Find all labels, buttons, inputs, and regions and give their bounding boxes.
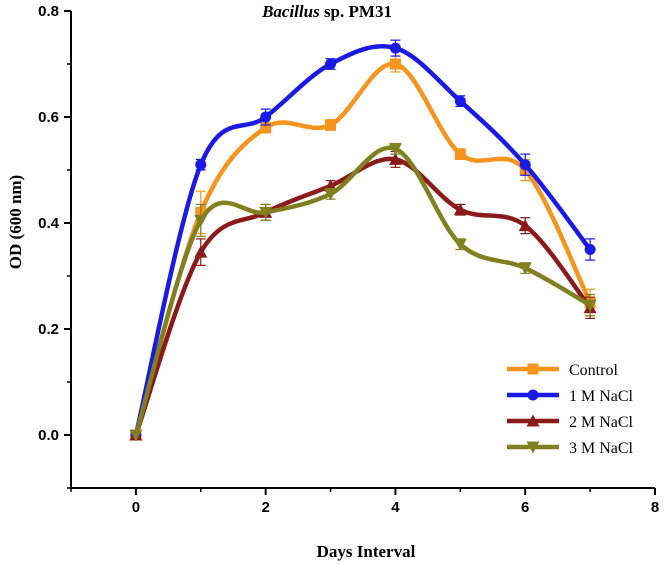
data-point <box>325 119 337 131</box>
data-point <box>584 244 596 255</box>
legend-marker <box>526 414 540 427</box>
x-tick-label: 6 <box>521 499 529 516</box>
data-point <box>583 299 597 312</box>
plot-area: 0 2 4 6 8 0.0 0.2 0.4 0.6 0.8 Control 1 M NaCl 2 M N… <box>38 3 659 516</box>
y-axis-label: OD (600 nm) <box>6 175 25 269</box>
x-tick-label: 0 <box>132 499 140 516</box>
y-tick-label: 0.8 <box>38 3 59 20</box>
data-point <box>518 219 532 232</box>
data-point <box>260 122 272 134</box>
data-point <box>388 152 402 165</box>
legend-label: 1 M NaCl <box>569 388 634 405</box>
y-tick-label: 0.0 <box>38 427 59 444</box>
legend-marker <box>527 363 539 375</box>
data-point <box>324 188 338 201</box>
y-tick-label: 0.4 <box>38 215 60 232</box>
data-point <box>129 429 143 442</box>
data-point <box>388 143 402 156</box>
legend-label: 3 M NaCl <box>569 440 634 457</box>
data-point <box>194 245 208 258</box>
data-point <box>325 58 337 70</box>
chart-title-rest: sp. PM31 <box>320 2 392 21</box>
chart-title-italic: Bacillus <box>261 2 320 21</box>
data-point <box>453 238 467 251</box>
series-line-3 <box>133 145 592 436</box>
legend-marker <box>526 441 540 454</box>
x-tick-label: 4 <box>391 499 400 516</box>
series-line-1 <box>133 44 592 436</box>
data-point <box>518 262 532 275</box>
x-tick-label: 8 <box>651 499 659 516</box>
data-point <box>519 159 531 171</box>
data-point <box>389 58 401 70</box>
y-tick-label: 0.6 <box>38 109 59 126</box>
legend-label: Control <box>569 362 618 379</box>
data-point <box>453 203 467 216</box>
x-tick-label: 2 <box>261 499 269 516</box>
data-point <box>259 206 273 219</box>
data-point <box>260 111 272 123</box>
data-point <box>454 148 466 160</box>
chart-title: Bacillus sp. PM31 <box>261 2 392 21</box>
data-point <box>195 159 207 171</box>
data-point <box>194 214 208 227</box>
y-tick-label: 0.2 <box>38 321 59 338</box>
data-point <box>454 95 466 107</box>
legend-marker <box>527 389 539 401</box>
data-point <box>389 42 401 54</box>
legend-label: 2 M NaCl <box>569 414 634 431</box>
x-axis-label: Days Interval <box>317 542 416 561</box>
